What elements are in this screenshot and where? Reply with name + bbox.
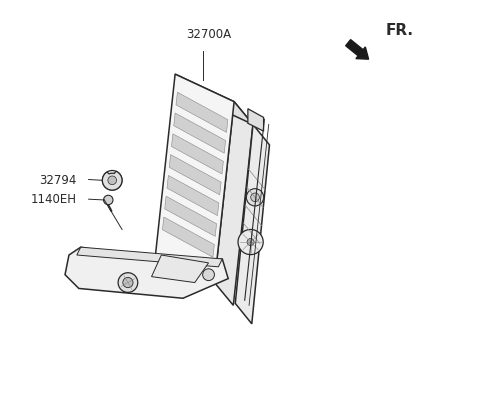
Polygon shape — [167, 175, 219, 215]
Polygon shape — [169, 154, 221, 195]
Polygon shape — [156, 74, 234, 282]
Polygon shape — [102, 171, 122, 190]
Circle shape — [247, 238, 254, 246]
FancyArrow shape — [346, 40, 369, 59]
Polygon shape — [176, 92, 228, 132]
Polygon shape — [248, 109, 264, 131]
Polygon shape — [235, 124, 269, 324]
Text: 32700A: 32700A — [186, 28, 231, 41]
Polygon shape — [175, 74, 253, 124]
Polygon shape — [174, 113, 226, 153]
Circle shape — [123, 278, 133, 287]
Circle shape — [246, 188, 264, 206]
Circle shape — [238, 229, 263, 255]
Polygon shape — [171, 134, 223, 174]
Circle shape — [104, 195, 113, 205]
Circle shape — [251, 193, 259, 202]
Polygon shape — [65, 247, 228, 298]
Polygon shape — [165, 196, 216, 236]
Circle shape — [203, 269, 215, 281]
Polygon shape — [162, 217, 215, 257]
Polygon shape — [152, 255, 208, 282]
Circle shape — [118, 273, 138, 292]
Circle shape — [108, 176, 117, 185]
Circle shape — [102, 170, 122, 190]
Polygon shape — [77, 247, 222, 267]
Text: 1140EH: 1140EH — [31, 194, 77, 206]
Polygon shape — [215, 102, 253, 305]
Text: 32794: 32794 — [39, 174, 77, 187]
Text: FR.: FR. — [385, 23, 413, 38]
